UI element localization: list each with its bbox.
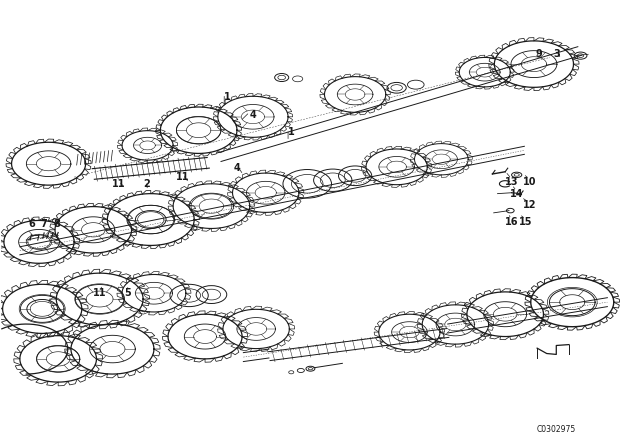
Text: 10: 10 bbox=[523, 177, 536, 186]
Text: 1: 1 bbox=[224, 92, 231, 102]
Text: 5: 5 bbox=[124, 288, 131, 298]
Text: 8: 8 bbox=[54, 219, 60, 229]
Text: 4: 4 bbox=[250, 110, 257, 120]
Text: 16: 16 bbox=[505, 217, 518, 227]
Text: 13: 13 bbox=[505, 177, 518, 186]
Text: 9: 9 bbox=[535, 49, 542, 59]
Text: 12: 12 bbox=[523, 200, 536, 210]
Text: 2: 2 bbox=[143, 179, 150, 189]
Text: 7: 7 bbox=[41, 219, 47, 229]
Text: 11: 11 bbox=[176, 172, 189, 182]
Text: C0302975: C0302975 bbox=[537, 425, 576, 434]
Text: 6: 6 bbox=[28, 219, 35, 229]
Text: 14: 14 bbox=[510, 189, 524, 198]
Text: 1: 1 bbox=[288, 127, 294, 138]
Text: 4: 4 bbox=[234, 163, 241, 173]
Text: 15: 15 bbox=[519, 217, 532, 227]
Text: 3: 3 bbox=[553, 49, 559, 59]
Text: 11: 11 bbox=[93, 288, 106, 298]
Text: 11: 11 bbox=[112, 179, 125, 189]
